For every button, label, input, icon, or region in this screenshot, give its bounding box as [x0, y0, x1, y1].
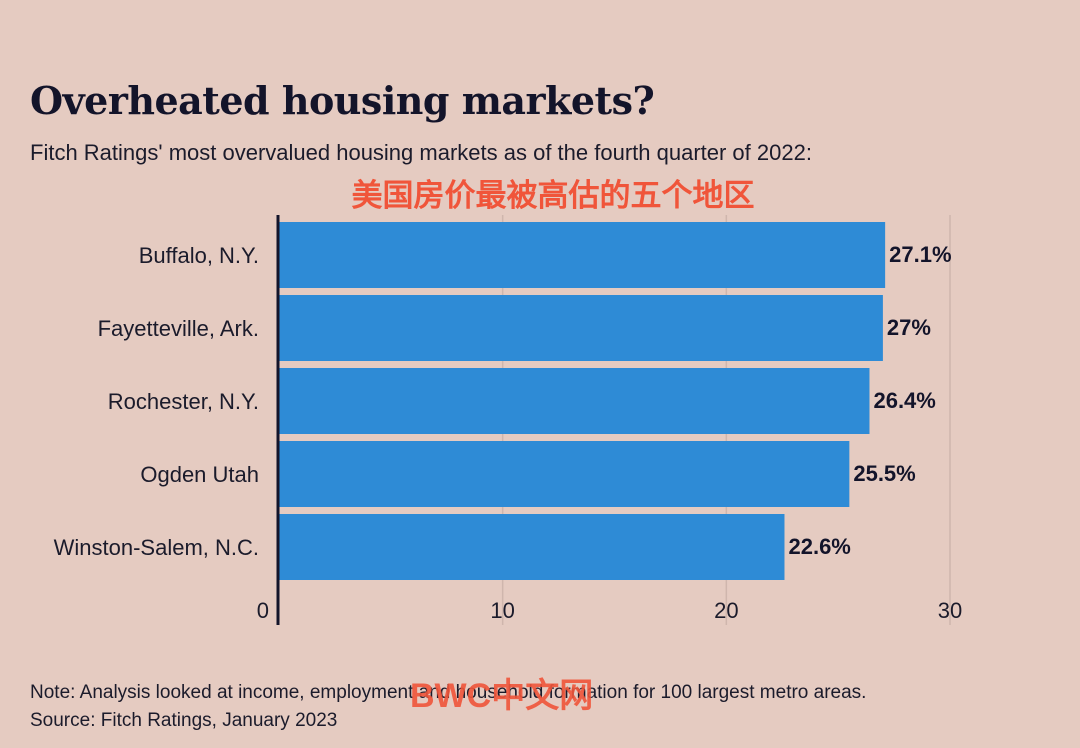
- chart-title: Overheated housing markets?: [30, 78, 655, 123]
- chart-subtitle: Fitch Ratings' most overvalued housing m…: [30, 140, 812, 165]
- category-label-2: Rochester, N.Y.: [108, 389, 259, 414]
- value-label-4: 22.6%: [788, 534, 850, 559]
- bar-0: [279, 222, 886, 288]
- category-label-0: Buffalo, N.Y.: [139, 243, 259, 268]
- x-tick-label-10: 10: [490, 598, 514, 623]
- footnote: Note: Analysis looked at income, employm…: [30, 682, 867, 703]
- category-label-1: Fayetteville, Ark.: [98, 316, 259, 341]
- label-layer: Buffalo, N.Y. 27.1% Fayetteville, Ark. 27% R…: [54, 242, 952, 560]
- category-label-3: Ogden Utah: [140, 462, 259, 487]
- bar-3: [279, 441, 850, 507]
- x-tick-label-30: 30: [938, 598, 962, 623]
- bar-1: [279, 295, 883, 361]
- bar-layer: [279, 222, 886, 580]
- bar-2: [279, 368, 870, 434]
- value-label-1: 27%: [887, 315, 931, 340]
- bar-4: [279, 514, 785, 580]
- x-tick-label-0: 0: [257, 598, 269, 623]
- value-label-0: 27.1%: [889, 242, 951, 267]
- category-label-4: Winston-Salem, N.C.: [54, 535, 259, 560]
- source-line: Source: Fitch Ratings, January 2023: [30, 710, 338, 731]
- overlay-caption: 美国房价最被高估的五个地区: [351, 178, 755, 213]
- x-tick-label-20: 20: [714, 598, 738, 623]
- watermark: BWC中文网: [410, 677, 594, 715]
- value-label-3: 25.5%: [853, 461, 915, 486]
- axis-layer: 0 10 20 30: [257, 215, 962, 625]
- value-label-2: 26.4%: [873, 388, 935, 413]
